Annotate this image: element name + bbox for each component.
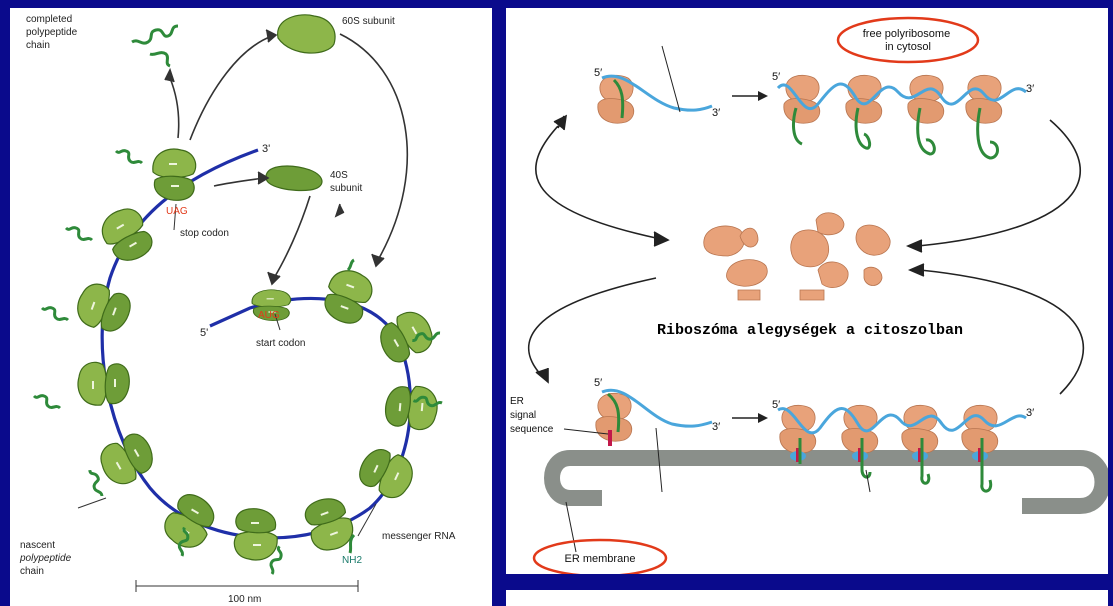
- subunit-60s-label: 60S subunit: [342, 16, 395, 27]
- cycle-arrows: [164, 29, 408, 286]
- scale-bar: [135, 580, 359, 592]
- five-prime-label-bottom-left: 5′: [594, 377, 602, 389]
- nh2-label: NH2: [342, 555, 362, 566]
- completed-chain-label: completed polypeptide chain: [26, 14, 80, 51]
- ribosome: [71, 278, 136, 339]
- bottom-strip: [506, 590, 1108, 606]
- five-prime-label-bottom-right: 5′: [772, 399, 780, 411]
- right-diagram-panel: 5′ 3′ 5′ 3′ free polyribosome in cytosol: [506, 8, 1108, 574]
- arrow-right-top: [732, 91, 768, 101]
- ribosome: [317, 264, 378, 329]
- three-prime-label-top-left: 3′: [712, 107, 720, 119]
- scale-label: 100 nm: [228, 594, 261, 605]
- ribosome-subunit-pool: [703, 212, 891, 301]
- completed-polypeptide-icon: [131, 24, 179, 68]
- er-membrane: [544, 450, 1108, 514]
- stop-codon-sequence: UAG: [166, 206, 188, 217]
- ribosome: [76, 361, 131, 407]
- three-prime-label-top-right: 3′: [1026, 83, 1034, 95]
- five-prime-label: 5': [200, 327, 208, 339]
- messenger-rna-label: messenger RNA: [382, 531, 456, 542]
- three-prime-label-bottom-right: 3′: [1026, 407, 1034, 419]
- ribosome: [157, 487, 223, 556]
- free-polyribosome-highlight: [836, 16, 980, 64]
- three-prime-label-bottom-left: 3′: [712, 421, 720, 433]
- start-codon-sequence: AUG: [258, 310, 280, 321]
- er-signal-label: ER signal sequence: [510, 396, 554, 435]
- subunit-40s-label: 40S subunit: [330, 170, 362, 194]
- subunit-pool-caption: Riboszóma alegységek a citoszolban: [657, 322, 963, 339]
- ribosome: [93, 426, 162, 492]
- er-targeting-ribosome: [595, 388, 713, 493]
- ribosome: [371, 304, 440, 370]
- membrane-bound-polyribosome: [777, 404, 1027, 493]
- er-membrane-label: ER membrane: [565, 553, 636, 565]
- free-polyribosome: [776, 74, 1027, 160]
- cycle-arrows: [528, 114, 1085, 395]
- subunit-40s-icon: [265, 165, 323, 192]
- initiating-ribosome: [597, 45, 713, 124]
- polyribosome-cycle-diagram: completed polypeptide chain 60S subunit …: [19, 14, 456, 605]
- nascent-chain-label: nascent polypeptide chain: [19, 540, 74, 577]
- ribosome: [233, 507, 279, 562]
- ribosome: [94, 201, 160, 270]
- free-polyribosome-label: free polyribosome in cytosol: [863, 28, 954, 53]
- stop-codon-label: stop codon: [180, 228, 229, 239]
- five-prime-label-top-right: 5′: [772, 71, 780, 83]
- left-diagram-panel: completed polypeptide chain 60S subunit …: [10, 8, 492, 606]
- three-prime-label: 3': [262, 143, 270, 155]
- ribosome: [353, 441, 420, 505]
- subunit-60s-icon: [277, 14, 336, 54]
- arrow-right-bottom: [732, 413, 768, 423]
- ribosome-top: [151, 147, 197, 202]
- er-polyribosome-diagram: 5′ 3′ 5′ 3′ free polyribosome in cytosol: [510, 16, 1108, 574]
- five-prime-label-top-left: 5′: [594, 67, 602, 79]
- er-membrane-highlight: [532, 538, 668, 574]
- start-codon-label: start codon: [256, 338, 305, 349]
